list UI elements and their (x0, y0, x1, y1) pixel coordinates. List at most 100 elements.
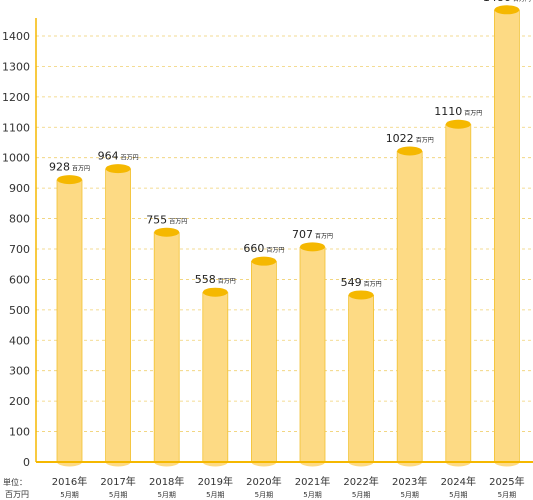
x-tick-label: 2023年 (392, 475, 427, 488)
bar-body (251, 261, 277, 462)
bar-cap (251, 256, 277, 266)
bar-cap (300, 242, 325, 252)
value-number: 928 (49, 161, 70, 174)
y-tick-label: 1000 (2, 152, 30, 165)
bar-cap (494, 5, 520, 15)
x-tick-sublabel: 5月期 (157, 491, 175, 499)
value-unit: 百万円 (513, 0, 531, 3)
y-tick-label: 100 (9, 426, 30, 439)
bar-2022年 (348, 290, 375, 467)
x-tick-sublabel: 5月期 (352, 491, 370, 499)
value-label: 755 百万円 (146, 213, 187, 226)
bar-2025年 (493, 5, 520, 467)
value-unit: 百万円 (169, 218, 187, 225)
value-label: 707 百万円 (292, 228, 333, 241)
x-axis-ticks: 2016年 5月期 2017年 5月期 2018年 5月期 2019年 5月期 2020年 5月期… (52, 475, 525, 499)
x-tick-label: 2020年 (246, 475, 281, 488)
x-tick-sublabel: 5月期 (498, 491, 516, 499)
x-tick-label: 2019年 (198, 475, 233, 488)
x-tick-sublabel: 5月期 (206, 491, 224, 499)
x-tick-sublabel: 5月期 (303, 491, 321, 499)
bar-body (105, 168, 131, 463)
bar-cap (348, 290, 374, 300)
x-tick-sublabel: 5月期 (400, 491, 418, 499)
value-unit: 百万円 (72, 166, 90, 173)
value-label: 1110 百万円 (434, 105, 482, 118)
bar-body (494, 9, 520, 462)
y-tick-label: 700 (9, 243, 30, 256)
value-unit: 百万円 (364, 281, 382, 288)
x-tick-label: 2017年 (100, 475, 135, 488)
bar-2023年 (396, 146, 423, 467)
y-tick-label: 900 (9, 182, 30, 195)
x-tick-label: 2024年 (441, 475, 476, 488)
y-tick-label: 400 (9, 334, 30, 347)
bar-2016年 (56, 175, 83, 467)
y-tick-label: 500 (9, 304, 30, 317)
bar-body (445, 124, 471, 463)
bar-2021年 (299, 242, 326, 467)
bar-2018年 (153, 227, 180, 467)
value-number: 660 (243, 242, 264, 255)
x-tick-label: 2018年 (149, 475, 184, 488)
x-tick-label: 2016年 (52, 475, 87, 488)
bar-cap (397, 146, 423, 156)
value-label: 1486百万円 (483, 0, 531, 4)
bar-body (57, 179, 82, 462)
x-tick-sublabel: 5月期 (60, 491, 78, 499)
y-tick-label: 1100 (2, 121, 30, 134)
x-tick-label: 2025年 (489, 475, 524, 488)
y-tick-label: 800 (9, 213, 30, 226)
value-unit: 百万円 (218, 278, 236, 285)
value-number: 1486 (483, 0, 511, 4)
x-tick-sublabel: 5月期 (255, 491, 273, 499)
bar-2024年 (445, 119, 472, 467)
value-number: 707 (292, 228, 313, 241)
y-axis-ticks: 0 100 200 300 400 500 600 700 800 900 1000 1100 1200… (2, 30, 30, 469)
y-tick-label: 0 (23, 456, 30, 469)
bar-body (154, 232, 180, 462)
value-unit: 百万円 (266, 247, 284, 254)
bar-2020年 (250, 256, 277, 467)
y-tick-label: 200 (9, 395, 30, 408)
y-tick-label: 600 (9, 273, 30, 286)
y-tick-label: 1300 (2, 60, 30, 73)
y-tick-label: 1400 (2, 30, 30, 43)
x-tick-sublabel: 5月期 (109, 491, 127, 499)
value-number: 755 (146, 213, 167, 226)
x-tick-label: 2022年 (343, 475, 378, 488)
unit-label-line1: 単位： (3, 477, 27, 487)
value-label: 928 百万円 (49, 161, 90, 174)
bar-2019年 (202, 287, 229, 467)
bar-cap (202, 287, 228, 297)
x-tick-label: 2021年 (295, 475, 330, 488)
bars (56, 5, 520, 467)
bar-body (397, 151, 423, 462)
y-tick-label: 300 (9, 365, 30, 378)
value-unit: 百万円 (416, 137, 434, 144)
value-label: 964 百万円 (98, 150, 139, 163)
x-tick-sublabel: 5月期 (449, 491, 467, 499)
bar-cap (57, 175, 82, 185)
y-tick-label: 1200 (2, 91, 30, 104)
value-number: 558 (195, 273, 216, 286)
value-number: 964 (98, 150, 119, 163)
value-label: 660 百万円 (243, 242, 284, 255)
value-number: 549 (341, 276, 362, 289)
value-unit: 百万円 (464, 110, 482, 117)
bar-cap (445, 119, 471, 129)
value-unit: 百万円 (315, 233, 333, 240)
bar-body (300, 246, 325, 462)
value-label: 558 百万円 (195, 273, 236, 286)
unit-label-line2: 百万円 (5, 490, 29, 499)
bar-cap (154, 227, 180, 237)
bar-2017年 (105, 164, 132, 467)
value-number: 1110 (434, 105, 462, 118)
value-number: 1022 (386, 132, 414, 145)
bar-cap (105, 164, 131, 174)
value-label: 549 百万円 (341, 276, 382, 289)
bar-body (202, 292, 228, 462)
value-unit: 百万円 (121, 155, 139, 162)
